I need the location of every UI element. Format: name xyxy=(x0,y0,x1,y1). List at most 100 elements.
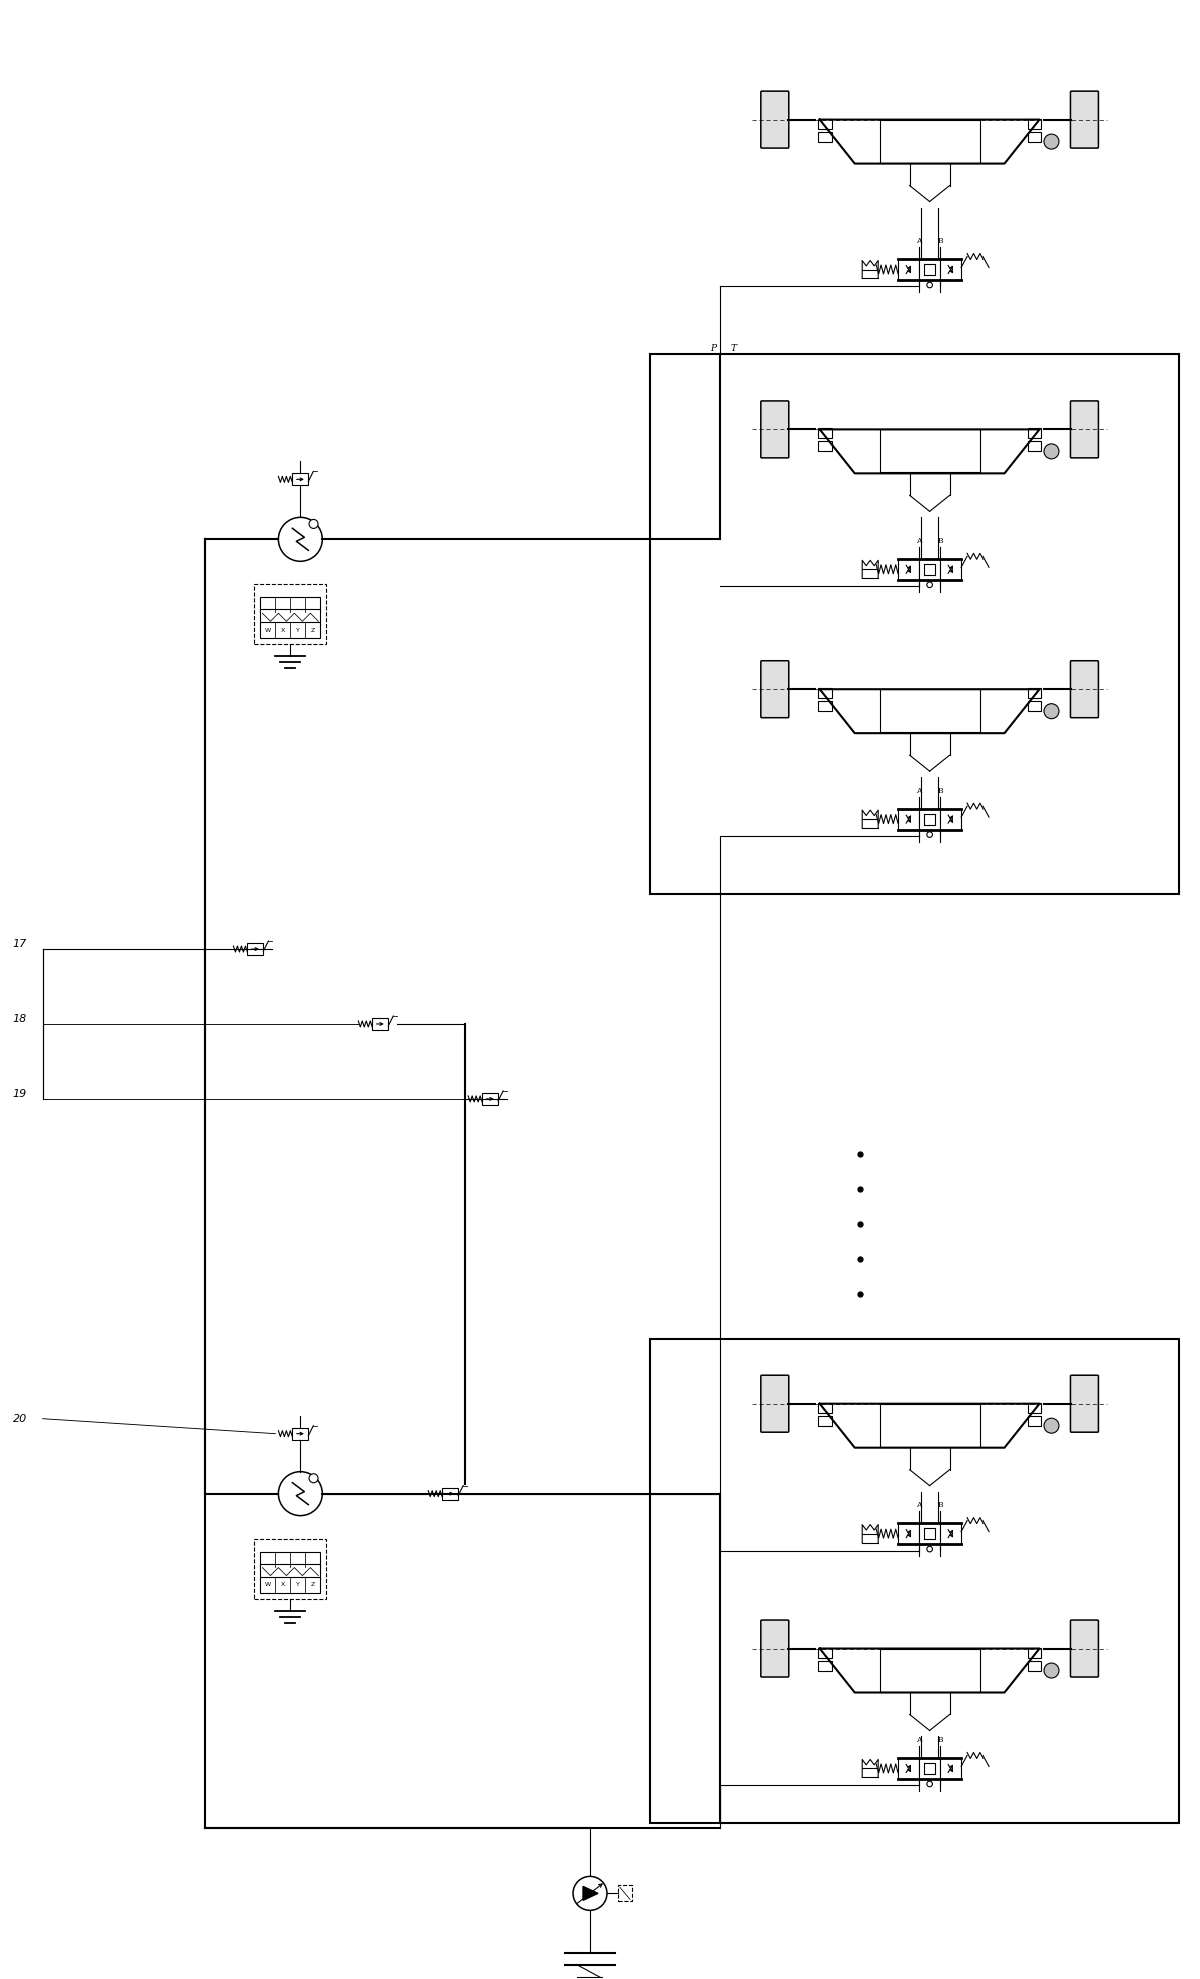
Bar xyxy=(260,610,320,625)
FancyBboxPatch shape xyxy=(761,402,788,457)
Circle shape xyxy=(926,1546,932,1552)
Text: A: A xyxy=(917,1502,922,1510)
Bar xyxy=(817,119,832,129)
Bar xyxy=(650,354,1180,895)
FancyBboxPatch shape xyxy=(761,1375,788,1433)
Bar xyxy=(880,1403,979,1447)
Text: A: A xyxy=(917,1736,922,1743)
Bar xyxy=(817,689,832,699)
Bar xyxy=(1027,1415,1042,1425)
Text: Z: Z xyxy=(311,1583,314,1587)
Bar xyxy=(880,1649,979,1692)
Text: Y: Y xyxy=(296,1583,300,1587)
Text: 20: 20 xyxy=(13,1413,26,1423)
Bar xyxy=(880,689,979,732)
Text: A: A xyxy=(917,536,922,544)
Text: 18: 18 xyxy=(13,1013,26,1023)
Bar xyxy=(1027,689,1042,699)
Text: T: T xyxy=(731,344,737,354)
Bar xyxy=(260,623,320,639)
Circle shape xyxy=(1044,1419,1058,1433)
Text: X: X xyxy=(281,627,284,633)
Bar xyxy=(442,1488,458,1500)
Bar xyxy=(1027,441,1042,451)
Circle shape xyxy=(926,831,932,837)
Bar xyxy=(940,259,961,279)
Circle shape xyxy=(278,517,323,562)
FancyBboxPatch shape xyxy=(1070,1375,1098,1433)
Text: A: A xyxy=(917,786,922,796)
Bar xyxy=(898,809,919,829)
Text: P: P xyxy=(710,344,716,354)
Bar xyxy=(1027,1660,1042,1670)
Bar xyxy=(260,1563,320,1579)
Bar xyxy=(940,809,961,829)
Bar xyxy=(650,1338,1180,1823)
Circle shape xyxy=(926,1781,932,1787)
Text: B: B xyxy=(937,237,943,245)
Bar xyxy=(898,259,919,279)
Text: B: B xyxy=(937,1736,943,1743)
Bar xyxy=(880,429,979,473)
Text: W: W xyxy=(265,627,271,633)
Bar xyxy=(940,1524,961,1544)
Text: X: X xyxy=(281,1583,284,1587)
Bar xyxy=(1027,427,1042,439)
Text: 17: 17 xyxy=(13,938,26,950)
Bar xyxy=(817,701,832,710)
FancyBboxPatch shape xyxy=(1070,402,1098,457)
Bar xyxy=(1027,1649,1042,1658)
Bar xyxy=(940,1757,961,1779)
Text: Z: Z xyxy=(311,627,314,633)
FancyBboxPatch shape xyxy=(761,661,788,718)
Text: Y: Y xyxy=(296,627,300,633)
Polygon shape xyxy=(583,1886,598,1900)
Bar xyxy=(919,1524,940,1544)
Bar xyxy=(919,809,940,829)
FancyBboxPatch shape xyxy=(1070,661,1098,718)
Bar xyxy=(618,1886,632,1902)
Circle shape xyxy=(310,1474,318,1482)
Text: 19: 19 xyxy=(13,1088,26,1098)
Bar xyxy=(817,441,832,451)
Bar xyxy=(817,131,832,142)
Circle shape xyxy=(926,582,932,588)
Bar xyxy=(1027,701,1042,710)
Text: A: A xyxy=(917,237,922,245)
FancyBboxPatch shape xyxy=(1070,1621,1098,1676)
Text: B: B xyxy=(937,1502,943,1510)
Bar xyxy=(940,558,961,580)
Circle shape xyxy=(1044,443,1058,459)
FancyBboxPatch shape xyxy=(1070,91,1098,148)
Circle shape xyxy=(574,1876,607,1910)
Bar xyxy=(254,584,326,645)
Circle shape xyxy=(926,283,932,287)
Text: B: B xyxy=(937,786,943,796)
Bar xyxy=(260,598,320,613)
Circle shape xyxy=(278,1472,323,1516)
Bar xyxy=(919,259,940,279)
Bar xyxy=(260,1577,320,1593)
FancyBboxPatch shape xyxy=(761,91,788,148)
Bar xyxy=(817,1649,832,1658)
FancyBboxPatch shape xyxy=(761,1621,788,1676)
Bar xyxy=(260,1552,320,1567)
Bar xyxy=(817,427,832,439)
Bar xyxy=(817,1415,832,1425)
Bar xyxy=(293,473,308,485)
Text: B: B xyxy=(937,536,943,544)
Bar xyxy=(817,1403,832,1413)
Bar xyxy=(247,944,263,956)
Bar xyxy=(919,1757,940,1779)
Bar xyxy=(817,1660,832,1670)
Circle shape xyxy=(1044,135,1058,148)
Bar xyxy=(372,1017,389,1029)
Bar xyxy=(898,1757,919,1779)
Circle shape xyxy=(310,518,318,528)
Bar xyxy=(1027,1403,1042,1413)
Circle shape xyxy=(1044,1662,1058,1678)
Bar xyxy=(898,558,919,580)
Bar xyxy=(482,1092,498,1104)
Bar xyxy=(919,558,940,580)
Bar xyxy=(898,1524,919,1544)
